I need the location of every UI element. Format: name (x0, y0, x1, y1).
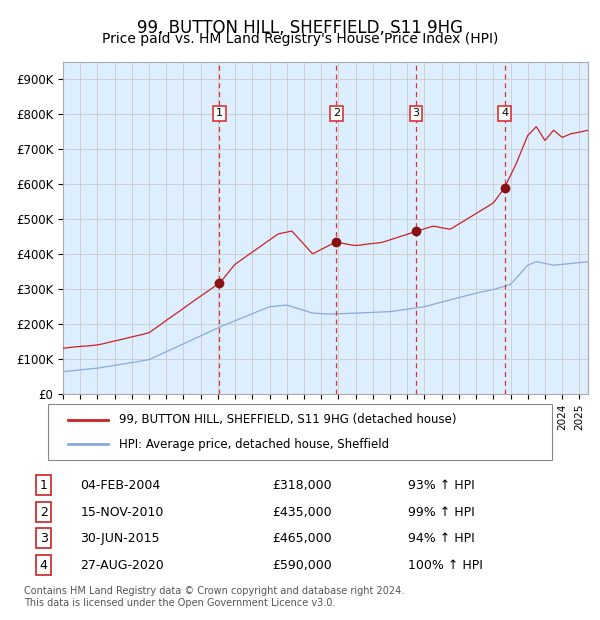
Text: 94% ↑ HPI: 94% ↑ HPI (407, 531, 474, 544)
Text: 30-JUN-2015: 30-JUN-2015 (80, 531, 160, 544)
Text: 2: 2 (333, 108, 340, 118)
Text: £435,000: £435,000 (272, 506, 332, 518)
FancyBboxPatch shape (48, 404, 552, 460)
Text: 3: 3 (40, 531, 47, 544)
Text: 15-NOV-2010: 15-NOV-2010 (80, 506, 164, 518)
Text: £465,000: £465,000 (272, 531, 332, 544)
Text: 99, BUTTON HILL, SHEFFIELD, S11 9HG (detached house): 99, BUTTON HILL, SHEFFIELD, S11 9HG (det… (119, 414, 456, 427)
Text: 27-AUG-2020: 27-AUG-2020 (80, 559, 164, 572)
Text: Price paid vs. HM Land Registry's House Price Index (HPI): Price paid vs. HM Land Registry's House … (102, 32, 498, 46)
Text: 99, BUTTON HILL, SHEFFIELD, S11 9HG: 99, BUTTON HILL, SHEFFIELD, S11 9HG (137, 19, 463, 37)
Text: 99% ↑ HPI: 99% ↑ HPI (407, 506, 474, 518)
Text: 93% ↑ HPI: 93% ↑ HPI (407, 479, 474, 492)
Text: £590,000: £590,000 (272, 559, 332, 572)
Text: 04-FEB-2004: 04-FEB-2004 (80, 479, 161, 492)
Text: 1: 1 (216, 108, 223, 118)
Text: 2: 2 (40, 506, 47, 518)
Text: 1: 1 (40, 479, 47, 492)
Text: Contains HM Land Registry data © Crown copyright and database right 2024.
This d: Contains HM Land Registry data © Crown c… (24, 586, 404, 608)
Text: £318,000: £318,000 (272, 479, 332, 492)
Text: HPI: Average price, detached house, Sheffield: HPI: Average price, detached house, Shef… (119, 438, 389, 451)
Text: 100% ↑ HPI: 100% ↑ HPI (407, 559, 482, 572)
Text: 4: 4 (501, 108, 508, 118)
Text: 4: 4 (40, 559, 47, 572)
Text: 3: 3 (412, 108, 419, 118)
